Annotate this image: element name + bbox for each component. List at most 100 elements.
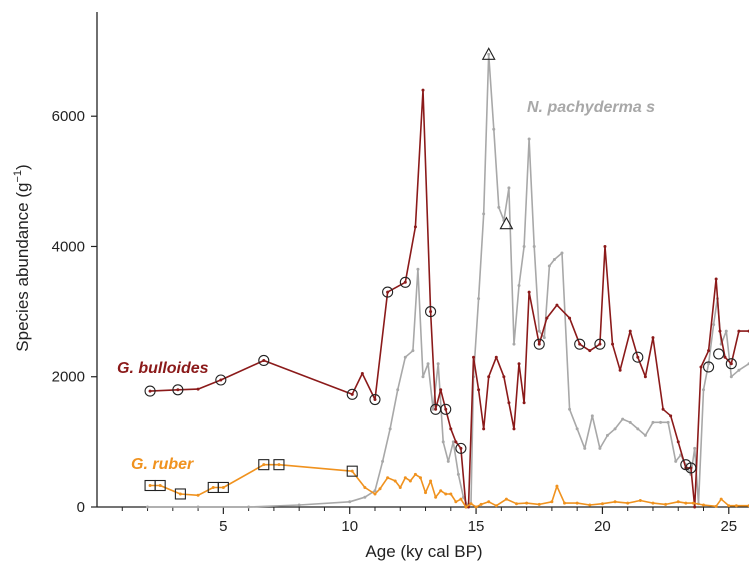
data-point	[578, 342, 582, 346]
data-point	[674, 459, 678, 463]
data-point	[482, 427, 486, 431]
data-point	[527, 290, 531, 294]
data-point	[719, 497, 723, 501]
data-point	[626, 501, 630, 505]
x-tick-label: 15	[468, 518, 485, 535]
data-point	[522, 401, 526, 405]
data-point	[441, 440, 445, 444]
data-point	[459, 446, 463, 450]
data-point	[449, 427, 453, 431]
data-point	[684, 501, 688, 505]
data-point	[575, 501, 579, 505]
data-point	[429, 310, 433, 314]
circle-marker	[144, 385, 156, 397]
data-point	[494, 504, 498, 508]
data-point	[454, 500, 458, 504]
data-point	[494, 355, 498, 359]
data-point	[699, 365, 703, 369]
data-point	[517, 284, 521, 288]
data-point	[727, 504, 731, 508]
data-point	[247, 505, 251, 509]
data-point	[613, 500, 617, 504]
data-point	[598, 446, 602, 450]
square-marker	[217, 481, 229, 494]
data-point	[446, 459, 450, 463]
data-point	[661, 407, 665, 411]
circle-marker	[425, 306, 437, 318]
x-tick-label: 25	[720, 518, 737, 535]
data-point	[605, 433, 609, 437]
data-point	[221, 485, 225, 489]
data-point	[714, 504, 718, 508]
data-point	[386, 476, 390, 480]
data-point	[537, 342, 541, 346]
data-point	[537, 329, 541, 333]
data-point	[469, 502, 473, 506]
data-point	[464, 505, 468, 509]
data-point	[568, 316, 572, 320]
data-point	[408, 479, 412, 483]
data-point	[651, 501, 655, 505]
data-point	[628, 329, 632, 333]
circle-marker	[346, 388, 358, 400]
square-marker	[154, 479, 166, 492]
data-point	[429, 479, 433, 483]
data-point	[350, 469, 354, 473]
data-point	[411, 349, 415, 353]
data-point	[515, 502, 519, 506]
data-point	[482, 212, 486, 216]
data-point	[413, 225, 417, 229]
series-line	[150, 463, 749, 508]
data-point	[537, 502, 541, 506]
square-marker	[346, 465, 358, 477]
data-point	[454, 440, 458, 444]
data-point	[590, 414, 594, 418]
data-point	[702, 503, 706, 507]
series-line	[147, 53, 749, 508]
data-point	[421, 375, 425, 379]
data-point	[158, 484, 162, 488]
data-point	[723, 355, 727, 359]
square-marker	[258, 459, 270, 471]
data-point	[676, 440, 680, 444]
data-point	[456, 472, 460, 476]
circle-marker	[172, 384, 184, 396]
data-point	[348, 500, 352, 504]
data-point	[638, 498, 642, 502]
data-point	[373, 492, 377, 496]
data-point	[444, 492, 448, 496]
data-point	[416, 267, 420, 271]
data-point	[691, 501, 695, 505]
data-point	[702, 388, 706, 392]
data-point	[403, 476, 407, 480]
data-point	[477, 388, 481, 392]
data-point	[196, 505, 200, 509]
data-point	[651, 420, 655, 424]
data-point	[734, 504, 738, 508]
data-point	[600, 502, 604, 506]
y-tick-label: 0	[77, 499, 85, 516]
data-point	[426, 362, 430, 366]
data-point	[449, 492, 453, 496]
data-point	[532, 244, 536, 248]
data-point	[472, 355, 476, 359]
data-point	[479, 502, 483, 506]
data-point	[487, 375, 491, 379]
triangle-marker	[481, 47, 496, 60]
data-point	[550, 500, 554, 504]
y-axis-title-close: )	[13, 164, 32, 170]
data-point	[504, 497, 508, 501]
data-point	[522, 244, 526, 248]
data-point	[507, 186, 511, 190]
series-label-n-pachyderma: N. pachyderma s	[527, 99, 655, 116]
data-point	[459, 497, 463, 501]
circle-marker	[703, 361, 715, 373]
data-point	[507, 401, 511, 405]
data-point	[148, 389, 152, 393]
data-point	[714, 277, 718, 281]
data-point	[693, 505, 697, 509]
data-point	[436, 362, 440, 366]
data-point	[568, 407, 572, 411]
data-point	[444, 407, 448, 411]
